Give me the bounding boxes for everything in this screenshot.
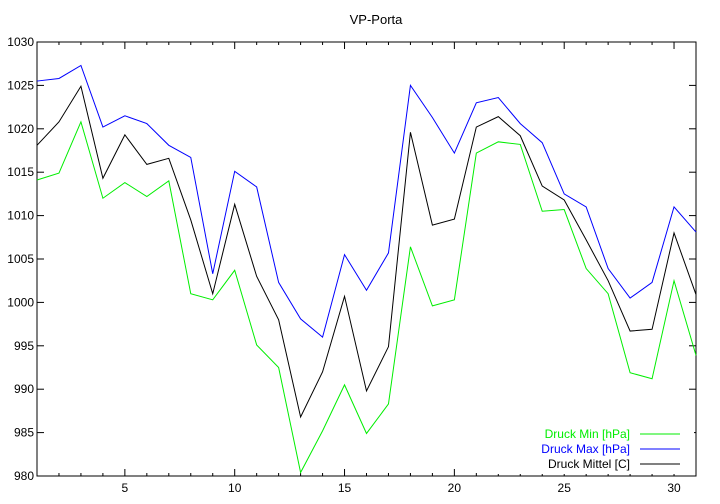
y-tick-label: 1005 (7, 252, 34, 266)
y-tick-label: 1030 (7, 35, 34, 49)
x-tick-label: 20 (448, 481, 462, 495)
series-lines (36, 64, 697, 474)
y-tick-label: 1015 (7, 165, 34, 179)
legend-label-2: Druck Max [hPa] (541, 442, 630, 456)
plot-frame (36, 41, 697, 477)
y-tick-label: 980 (14, 469, 34, 483)
x-tick-label: 15 (338, 481, 352, 495)
y-tick-label: 990 (14, 382, 34, 396)
series-line-2 (36, 64, 697, 339)
x-tick-label: 10 (228, 481, 242, 495)
series-line-3 (36, 84, 697, 419)
y-tick-label: 1020 (7, 122, 34, 136)
legend: Druck Min [hPa]Druck Max [hPa]Druck Mitt… (490, 426, 694, 474)
x-tick-label: 25 (558, 481, 572, 495)
y-tick-label: 1010 (7, 209, 34, 223)
y-tick-label: 995 (14, 339, 34, 353)
series-line-1 (36, 120, 697, 474)
y-tick-label: 1000 (7, 295, 34, 309)
x-tick-label: 5 (122, 481, 129, 495)
y-tick-label: 985 (14, 426, 34, 440)
axis-ticks: 9809859909951000100510101015102010251030… (7, 35, 697, 495)
legend-label-1: Druck Min [hPa] (545, 427, 630, 441)
x-tick-label: 30 (667, 481, 681, 495)
y-tick-label: 1025 (7, 78, 34, 92)
chart-title: VP-Porta (350, 12, 404, 27)
legend-label-3: Druck Mittel [C] (548, 457, 630, 471)
